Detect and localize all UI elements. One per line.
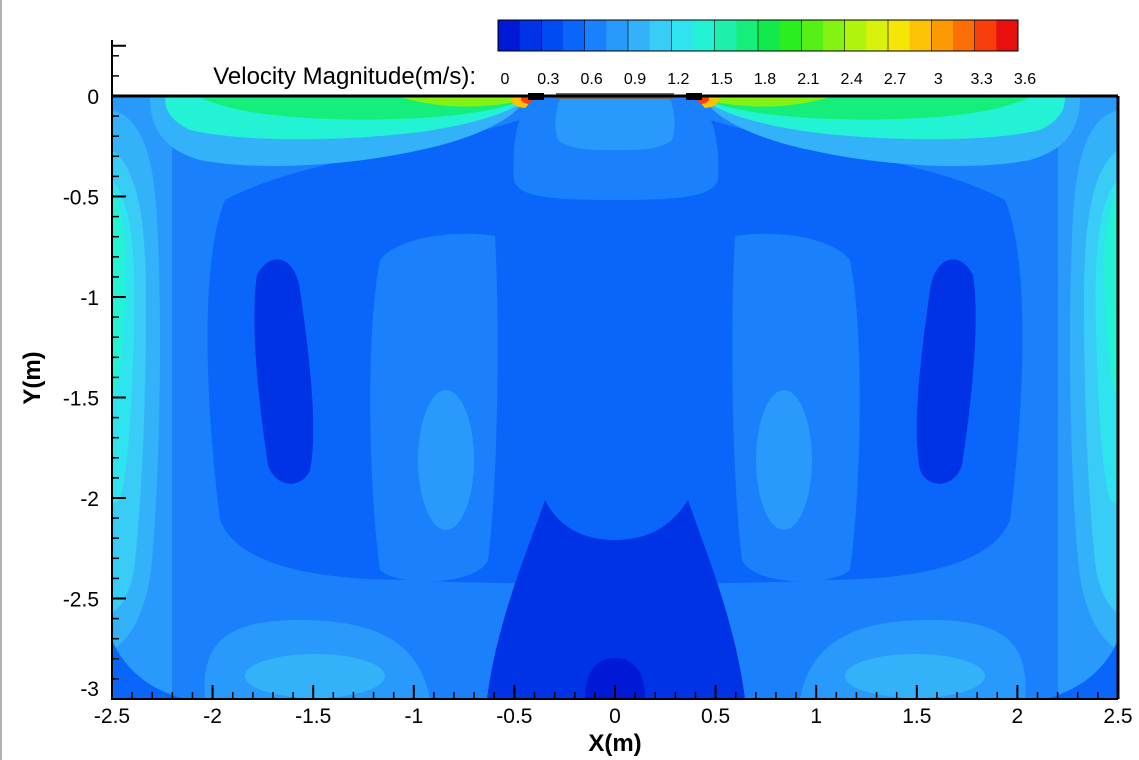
top-shear-right-peak [697, 97, 830, 107]
colorbar-swatch [758, 20, 781, 51]
colorbar-swatch [953, 20, 976, 51]
vortex-core-right [916, 259, 976, 484]
colorbar-tick-label: 2.1 [797, 71, 819, 88]
y-tick-label: -0.5 [63, 187, 99, 210]
colorbar-title: Velocity Magnitude(m/s): [213, 63, 476, 90]
colorbar-tick-label: 2.4 [841, 71, 863, 88]
x-tick-label: 2 [1012, 705, 1024, 728]
colorbar-tick-label: 1.5 [711, 71, 733, 88]
colorbar-swatch [888, 20, 911, 51]
colorbar-swatch [498, 20, 521, 51]
colorbar-tick-label: 0.6 [581, 71, 603, 88]
colorbar-swatch [584, 20, 607, 51]
bottom-core-left [245, 654, 385, 698]
colorbar-tick-label: 1.8 [754, 71, 776, 88]
colorbar-tick-labels: 0 0.3 0.6 0.9 1.2 1.5 1.8 2.1 2.4 2.7 3 3.3 3.6 [501, 71, 1037, 88]
colorbar-tick-label: 0.3 [537, 71, 559, 88]
axes: -2.5 -2 -1.5 -1 -0.5 0 0.5 1 1.5 2 2.5 0 -0.5 -1 -1.5… [19, 40, 1133, 757]
x-tick-label: 0.5 [701, 705, 730, 728]
mid-blob-right [756, 390, 812, 530]
colorbar-swatch [823, 20, 846, 51]
colorbar-swatch [606, 20, 629, 51]
colorbar: Velocity Magnitude(m/s): 0 0.3 0.6 0.9 1.2 1.… [213, 19, 1037, 90]
y-tick-label: 0 [87, 86, 99, 109]
colorbar-swatch [974, 20, 997, 51]
y-tick-label: -1.5 [63, 388, 99, 411]
top-shear-left-peak [400, 97, 533, 107]
x-tick-label: -0.5 [496, 705, 532, 728]
colorbar-swatch [519, 20, 542, 51]
bottom-core-right [845, 654, 985, 698]
colorbar-tick-label: 0.9 [624, 71, 646, 88]
mid-blob-left [418, 390, 474, 530]
colorbar-tick-label: 0 [501, 71, 510, 88]
colorbar-swatch [714, 20, 737, 51]
center-column [487, 500, 745, 699]
y-tick-label: -3 [80, 678, 99, 701]
y-tick-label: -2.5 [63, 589, 99, 612]
colorbar-swatch [736, 20, 759, 51]
colorbar-swatches [497, 20, 1019, 51]
colorbar-tick-label: 3.6 [1014, 71, 1036, 88]
colorbar-swatch [779, 20, 802, 51]
right-wall-jet-max [1104, 190, 1118, 400]
corner-bottom-left [112, 640, 185, 699]
colorbar-swatch [801, 20, 824, 51]
y-tick-label: -1 [80, 287, 99, 310]
x-tick-label: 0 [609, 705, 621, 728]
colorbar-swatch [866, 20, 889, 51]
x-ticks: -2.5 -2 -1.5 -1 -0.5 0 0.5 1 1.5 2 2.5 [94, 685, 1133, 728]
vortex-core-left [254, 259, 314, 484]
x-tick-label: -2.5 [94, 705, 130, 728]
colorbar-swatch [693, 20, 716, 51]
left-wall-jet-max [112, 190, 126, 400]
x-axis-title: X(m) [588, 730, 641, 757]
y-axis-title: Y(m) [19, 351, 46, 404]
contour-field [112, 96, 1118, 699]
colorbar-swatch [649, 20, 672, 51]
colorbar-swatch [563, 20, 586, 51]
corner-bottom-right [1045, 640, 1118, 699]
colorbar-frame [497, 19, 1019, 52]
colorbar-tick-label: 1.2 [667, 71, 689, 88]
x-tick-label: 1 [810, 705, 822, 728]
x-tick-label: -1 [404, 705, 423, 728]
x-tick-label: 1.5 [902, 705, 931, 728]
colorbar-swatch [541, 20, 564, 51]
x-tick-label: 2.5 [1103, 705, 1132, 728]
center-upper-blob-core [555, 99, 675, 150]
colorbar-swatch [844, 20, 867, 51]
x-tick-label: -1.5 [295, 705, 331, 728]
y-ticks: 0 -0.5 -1 -1.5 -2 -2.5 -3 [63, 44, 126, 701]
colorbar-swatch [628, 20, 651, 51]
colorbar-tick-label: 3.3 [971, 71, 993, 88]
colorbar-swatch [931, 20, 954, 51]
colorbar-tick-label: 3 [934, 71, 943, 88]
colorbar-tick-label: 2.7 [884, 71, 906, 88]
y-tick-label: -2 [80, 488, 99, 511]
colorbar-swatch [671, 20, 694, 51]
colorbar-swatch [909, 20, 932, 51]
x-tick-label: -2 [203, 705, 222, 728]
colorbar-swatch [996, 20, 1019, 51]
center-bottom-core [585, 658, 645, 699]
